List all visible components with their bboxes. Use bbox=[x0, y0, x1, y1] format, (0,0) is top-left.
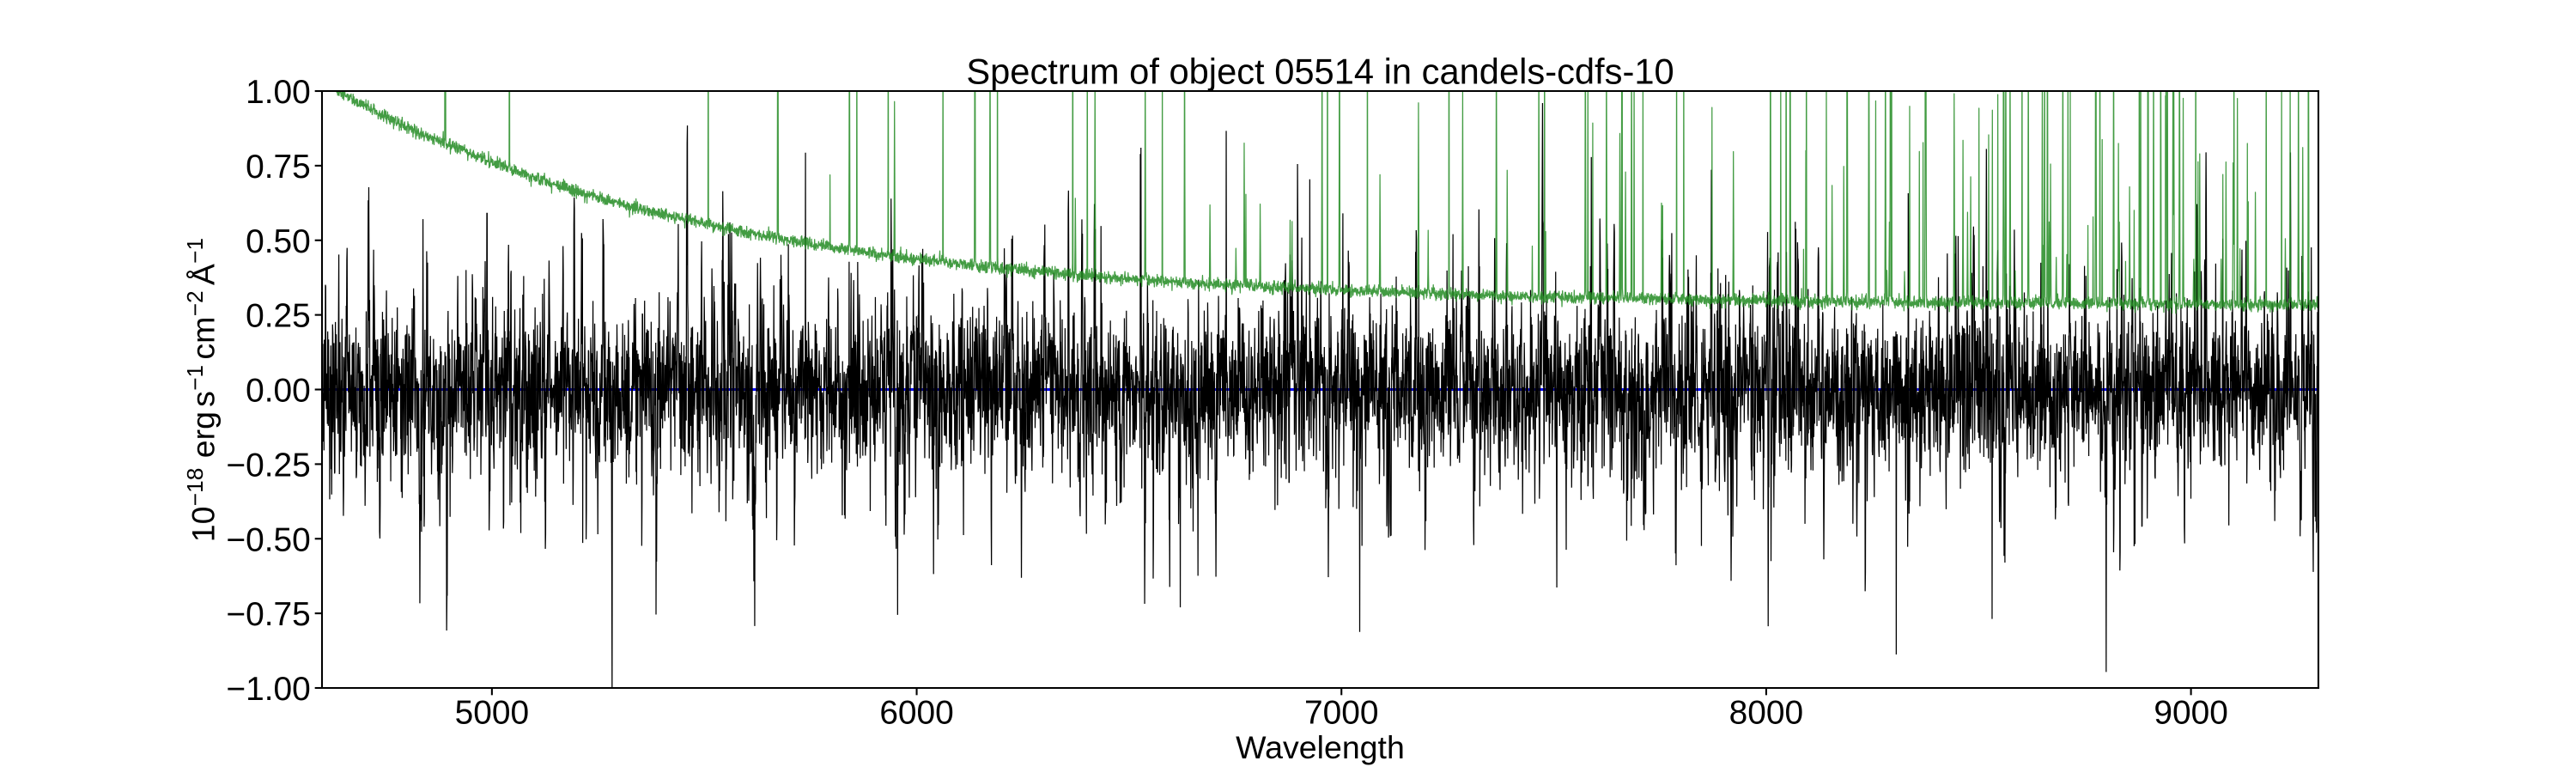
svg-text:Wavelength: Wavelength bbox=[1236, 729, 1405, 765]
svg-text:−0.50: −0.50 bbox=[226, 521, 310, 558]
svg-text:9000: 9000 bbox=[2154, 694, 2227, 731]
svg-text:5000: 5000 bbox=[455, 694, 529, 731]
svg-text:−0.25: −0.25 bbox=[226, 447, 310, 484]
svg-text:−0.75: −0.75 bbox=[226, 596, 310, 633]
svg-text:7000: 7000 bbox=[1304, 694, 1378, 731]
svg-text:8000: 8000 bbox=[1729, 694, 1803, 731]
svg-text:−1.00: −1.00 bbox=[226, 671, 310, 708]
svg-text:0.50: 0.50 bbox=[246, 223, 311, 260]
svg-text:6000: 6000 bbox=[879, 694, 953, 731]
svg-text:1.00: 1.00 bbox=[246, 74, 311, 111]
svg-text:Spectrum of object 05514 in ca: Spectrum of object 05514 in candels-cdfs… bbox=[966, 51, 1674, 91]
svg-text:0.00: 0.00 bbox=[246, 373, 311, 410]
svg-text:0.75: 0.75 bbox=[246, 149, 311, 186]
svg-text:0.25: 0.25 bbox=[246, 298, 311, 335]
